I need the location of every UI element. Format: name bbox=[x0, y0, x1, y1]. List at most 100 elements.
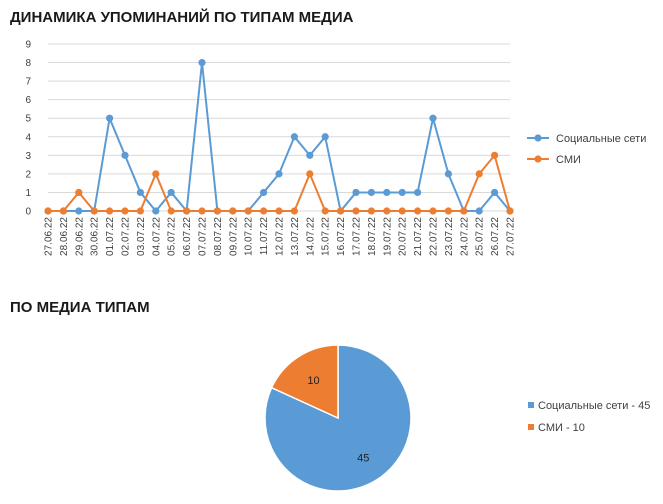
data-point bbox=[367, 188, 375, 197]
data-point bbox=[213, 207, 221, 215]
data-point bbox=[306, 151, 314, 159]
x-tick-label: 13.07.22 bbox=[290, 217, 301, 256]
data-point bbox=[352, 207, 360, 215]
y-tick-label: 1 bbox=[25, 188, 31, 199]
y-tick-label: 2 bbox=[25, 169, 31, 180]
x-tick-label: 24.07.22 bbox=[459, 217, 470, 256]
data-point bbox=[136, 188, 144, 197]
line-chart: 0 1 2 3 4 5 6 7 8 9 27.06.22 28.06.22 29.06.22 30.06… bbox=[25, 40, 646, 256]
line-chart-grid bbox=[48, 43, 510, 212]
y-tick-label: 8 bbox=[25, 58, 31, 69]
y-tick-label: 7 bbox=[25, 77, 31, 88]
data-point bbox=[290, 207, 298, 215]
data-point bbox=[59, 207, 67, 215]
data-point bbox=[306, 170, 314, 178]
data-point bbox=[475, 207, 483, 215]
data-point bbox=[398, 188, 406, 197]
x-tick-label: 09.07.22 bbox=[228, 217, 239, 256]
x-tick-label: 06.07.22 bbox=[182, 217, 193, 256]
pie-chart: 45 10 Социальные сети - 45 СМИ - 10 bbox=[264, 344, 650, 492]
data-point bbox=[383, 207, 391, 215]
x-tick-label: 23.07.22 bbox=[444, 217, 455, 256]
data-point bbox=[121, 207, 129, 215]
line-chart-x-ticks: 27.06.22 28.06.22 29.06.22 30.06.22 01.07.22… bbox=[44, 217, 517, 256]
data-point bbox=[229, 207, 237, 215]
pie-slice-media bbox=[270, 344, 339, 420]
pie-chart-legend: Социальные сети - 45 СМИ - 10 bbox=[528, 400, 650, 434]
x-tick-label: 22.07.22 bbox=[429, 217, 440, 256]
x-tick-label: 20.07.22 bbox=[398, 217, 409, 256]
legend-label: Социальные сети - 45 bbox=[538, 400, 650, 412]
data-point bbox=[414, 188, 422, 197]
data-point bbox=[444, 207, 452, 215]
y-tick-label: 4 bbox=[25, 132, 31, 143]
data-point bbox=[383, 188, 391, 197]
legend-marker bbox=[534, 134, 542, 142]
x-tick-label: 18.07.22 bbox=[367, 217, 378, 256]
data-point bbox=[183, 207, 191, 215]
data-point bbox=[429, 207, 437, 215]
series-line bbox=[48, 154, 511, 212]
data-point bbox=[444, 170, 452, 178]
x-tick-label: 25.07.22 bbox=[475, 217, 486, 256]
line-chart-series bbox=[44, 58, 514, 215]
data-point bbox=[136, 207, 144, 215]
pie-chart-slices bbox=[264, 344, 412, 492]
data-point bbox=[398, 207, 406, 215]
x-tick-label: 11.07.22 bbox=[259, 217, 270, 256]
pie-slice-label: 45 bbox=[357, 452, 369, 464]
legend-swatch bbox=[528, 402, 534, 408]
data-point bbox=[198, 58, 206, 67]
data-point bbox=[506, 207, 514, 215]
pie-slice-label: 10 bbox=[307, 375, 319, 387]
legend-label: СМИ - 10 bbox=[538, 422, 585, 434]
legend-item: СМИ - 10 bbox=[528, 422, 585, 434]
data-point bbox=[475, 170, 483, 178]
data-point bbox=[367, 207, 375, 215]
pie-chart-labels: 45 10 bbox=[307, 375, 369, 464]
data-point bbox=[75, 207, 83, 215]
data-point bbox=[321, 207, 329, 215]
x-tick-label: 16.07.22 bbox=[336, 217, 347, 256]
x-tick-label: 21.07.22 bbox=[413, 217, 424, 256]
data-point bbox=[121, 151, 129, 159]
data-point bbox=[260, 207, 268, 215]
x-tick-label: 05.07.22 bbox=[167, 217, 178, 256]
line-chart-y-ticks: 0 1 2 3 4 5 6 7 8 9 bbox=[25, 40, 31, 218]
y-tick-label: 3 bbox=[25, 151, 31, 162]
x-tick-label: 10.07.22 bbox=[244, 217, 255, 256]
x-tick-label: 04.07.22 bbox=[151, 217, 162, 256]
x-tick-label: 27.06.22 bbox=[44, 217, 55, 256]
x-tick-label: 12.07.22 bbox=[275, 217, 286, 256]
legend-marker bbox=[534, 155, 542, 163]
legend-item: Социальные сети - 45 bbox=[528, 400, 650, 412]
y-tick-label: 5 bbox=[25, 114, 31, 125]
x-tick-label: 19.07.22 bbox=[382, 217, 393, 256]
x-tick-label: 01.07.22 bbox=[105, 217, 116, 256]
x-tick-label: 08.07.22 bbox=[213, 217, 224, 256]
data-point bbox=[244, 207, 252, 215]
x-tick-label: 17.07.22 bbox=[352, 217, 363, 256]
y-tick-label: 9 bbox=[25, 40, 31, 51]
legend-swatch bbox=[528, 424, 534, 430]
x-tick-label: 03.07.22 bbox=[136, 217, 147, 256]
line-chart-legend: Социальные сети СМИ bbox=[527, 133, 646, 166]
legend-item: СМИ bbox=[527, 154, 581, 166]
data-point bbox=[152, 170, 160, 178]
data-point bbox=[337, 207, 345, 215]
x-tick-label: 29.06.22 bbox=[74, 217, 85, 256]
data-point bbox=[106, 207, 114, 215]
x-tick-label: 30.06.22 bbox=[90, 217, 101, 256]
data-point bbox=[198, 207, 206, 215]
pie-chart-title: ПО МЕДИА ТИПАМ bbox=[10, 299, 150, 316]
legend-label: СМИ bbox=[556, 154, 581, 166]
data-point bbox=[167, 207, 175, 215]
x-tick-label: 02.07.22 bbox=[121, 217, 132, 256]
data-point bbox=[75, 188, 83, 197]
data-point bbox=[352, 188, 360, 197]
data-point bbox=[275, 207, 283, 215]
data-point bbox=[44, 207, 52, 215]
x-tick-label: 15.07.22 bbox=[321, 217, 332, 256]
data-point bbox=[260, 188, 268, 197]
data-point bbox=[90, 207, 98, 215]
